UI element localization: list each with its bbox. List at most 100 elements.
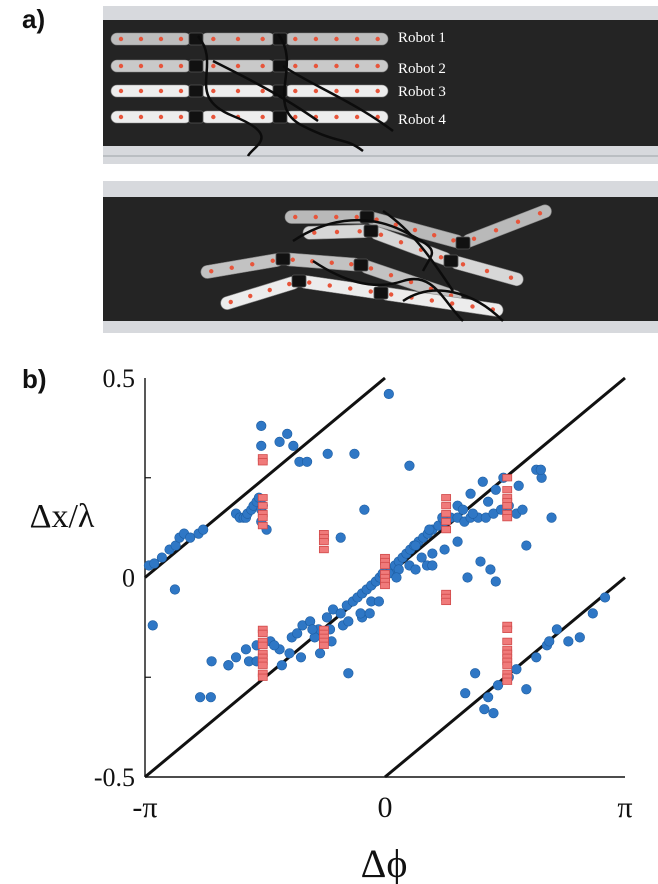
data-point-square <box>441 597 452 606</box>
data-point-circle <box>439 516 450 527</box>
floor <box>103 181 658 333</box>
data-point-circle <box>513 480 524 491</box>
data-point-circle <box>248 500 259 511</box>
data-point-circle <box>261 524 272 535</box>
data-point-square <box>502 637 513 645</box>
robot-link <box>284 110 389 124</box>
data-point-circle <box>343 668 354 679</box>
data-point-circle <box>313 624 324 635</box>
data-point-circle <box>393 556 404 567</box>
tracking-marker <box>349 262 354 267</box>
data-point-circle <box>223 660 234 671</box>
tracking-marker <box>178 63 184 69</box>
data-point-square <box>257 649 268 657</box>
tracking-marker <box>334 63 339 69</box>
x-axis-label: Δϕ <box>361 841 408 884</box>
data-point-circle <box>410 564 421 575</box>
y-tick-label: -0.5 <box>94 763 135 792</box>
data-point-circle <box>349 448 360 459</box>
data-point-square <box>502 653 513 661</box>
servo-joint <box>291 274 307 288</box>
servo-joint <box>272 110 288 124</box>
tracking-marker <box>368 266 374 271</box>
tracking-marker <box>313 63 319 69</box>
data-point-square <box>257 629 268 637</box>
tracking-marker <box>293 63 298 69</box>
data-point-circle <box>517 504 528 515</box>
data-point-circle <box>253 492 265 503</box>
data-point-circle <box>386 564 397 575</box>
data-point-square <box>257 514 268 522</box>
data-point-square <box>380 569 390 578</box>
data-point-circle <box>269 640 280 651</box>
robot-link <box>110 84 192 98</box>
robot-link <box>110 110 192 124</box>
robot-label-4: Robot 4 <box>398 112 446 128</box>
data-point-circle <box>473 512 484 523</box>
photo-robots-parallel <box>103 6 658 164</box>
robot-link <box>200 253 284 279</box>
tracking-marker <box>270 258 275 263</box>
servo-joint <box>363 224 379 238</box>
data-point-square <box>502 657 513 665</box>
tracking-marker <box>348 286 353 291</box>
data-point-circle <box>274 644 285 655</box>
data-point-square <box>502 498 513 506</box>
data-point-square <box>318 534 329 542</box>
tracking-marker <box>293 88 298 94</box>
data-point-circle <box>242 508 253 519</box>
data-point-circle <box>243 656 255 667</box>
robot-link <box>200 59 276 73</box>
reference-line <box>144 376 386 579</box>
servo-joint <box>443 254 459 268</box>
tracking-marker <box>118 114 124 120</box>
data-point-circle <box>240 512 252 523</box>
data-point-circle <box>536 472 547 483</box>
data-point-circle <box>295 652 307 663</box>
data-point-circle <box>465 488 476 499</box>
data-point-circle <box>307 624 318 635</box>
cable <box>197 35 263 157</box>
robot-4 <box>110 110 389 124</box>
data-point-circle <box>480 512 491 523</box>
cable <box>402 289 504 322</box>
tracking-marker <box>329 260 334 265</box>
data-point-circle <box>326 636 337 647</box>
x-tick-label: 0 <box>378 791 393 824</box>
tracking-marker <box>375 88 380 94</box>
data-point-circle <box>421 560 433 571</box>
tracking-marker <box>267 287 272 293</box>
data-point-circle <box>335 532 346 543</box>
data-point-square <box>502 625 513 633</box>
data-point-circle <box>170 540 181 551</box>
robot-link <box>284 59 389 73</box>
data-point-square <box>318 641 329 649</box>
data-point-circle <box>251 496 262 507</box>
robot-label-3: Robot 3 <box>398 84 446 100</box>
robot-4 <box>220 274 504 317</box>
data-point-circle <box>389 560 401 571</box>
data-point-circle <box>521 540 532 551</box>
data-point-circle <box>563 636 574 647</box>
tracking-marker <box>138 63 144 69</box>
tracking-marker <box>334 114 339 120</box>
data-point-square <box>257 653 268 661</box>
data-point-circle <box>257 500 268 511</box>
x-tick-label: -π <box>132 791 157 824</box>
data-point-square <box>318 545 329 554</box>
data-point-circle <box>377 568 388 579</box>
data-point-circle <box>490 484 501 495</box>
data-point-circle <box>511 508 522 519</box>
data-point-circle <box>531 464 542 475</box>
data-point-circle <box>274 436 285 447</box>
panel-b-label: b) <box>22 364 47 394</box>
data-point-circle <box>206 656 217 667</box>
tracking-marker <box>438 255 444 260</box>
tracking-marker <box>470 304 475 309</box>
data-point-circle <box>322 448 333 459</box>
cable <box>277 33 364 153</box>
servo-joint <box>275 252 291 266</box>
rail-top <box>103 181 658 197</box>
data-point-circle <box>314 648 326 659</box>
panel-a-label: a) <box>22 4 46 34</box>
